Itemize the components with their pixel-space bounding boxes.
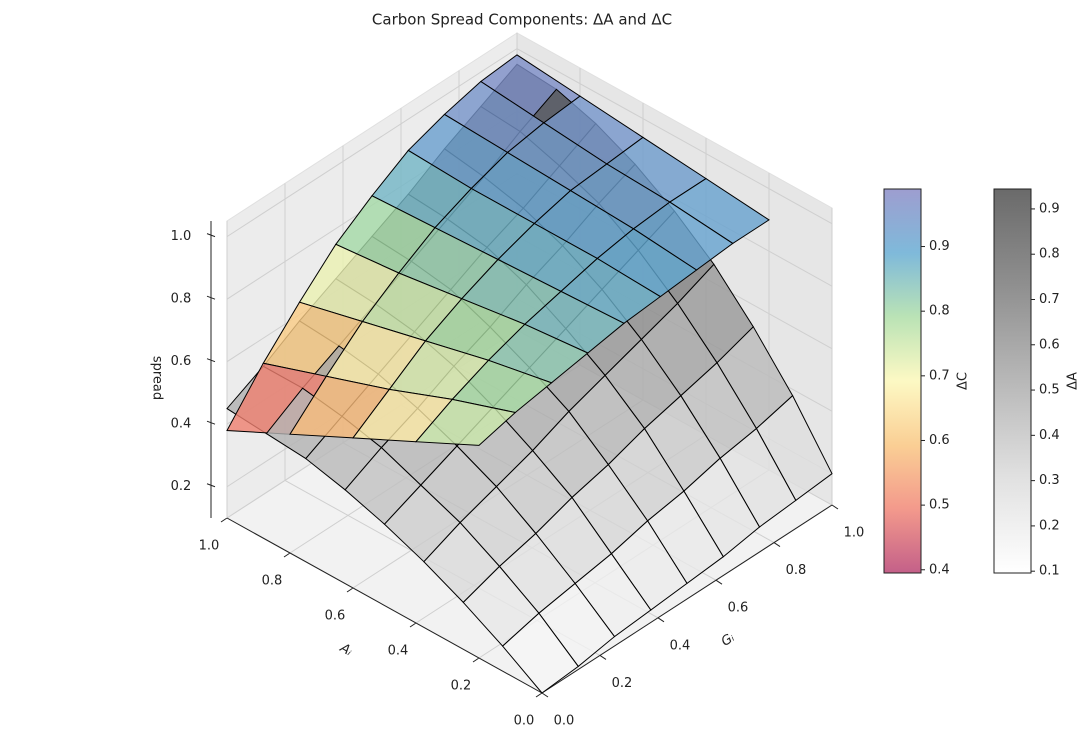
z-tick-label: 0.8: [171, 292, 192, 307]
colorbar-tick-label: 0.9: [1039, 201, 1060, 216]
colorbar-tick-label: 0.8: [929, 304, 950, 319]
y-tick: [773, 542, 781, 548]
axis-line: [226, 517, 543, 694]
colorbar-tick-label: 0.4: [1039, 428, 1060, 443]
y-tick-label: 0.2: [612, 676, 633, 691]
x-axis-label: Aᵢ: [337, 640, 356, 659]
colorbar-tick-label: 0.3: [1039, 473, 1060, 488]
y-tick-label: 1.0: [844, 526, 865, 541]
colorbar-tick-label: 0.6: [1039, 337, 1060, 352]
colorbar-tick-label: 0.2: [1039, 518, 1060, 533]
z-tick-label: 0.6: [171, 354, 192, 369]
y-tick: [831, 504, 839, 510]
colorbar-tick-label: 0.6: [929, 433, 950, 448]
y-tick-label: 0.6: [728, 601, 749, 616]
surface-cell: [414, 398, 517, 446]
grid-line: [226, 48, 518, 238]
x-tick: [220, 517, 228, 523]
axis-line: [541, 504, 833, 694]
z-tick-label: 0.4: [171, 417, 192, 432]
colorbar-tick-label: 0.7: [1039, 292, 1060, 307]
colorbar-tick-label: 0.7: [929, 368, 950, 383]
x-tick: [409, 622, 417, 628]
x-tick: [472, 657, 480, 663]
y-tick: [541, 692, 549, 698]
grid-line: [516, 48, 833, 225]
y-tick-label: 0.0: [554, 714, 575, 729]
z-tick-label: 0.2: [171, 479, 192, 494]
colorbar: [993, 188, 1032, 574]
y-tick: [599, 654, 607, 660]
y-tick-label: 0.8: [786, 563, 807, 578]
y-axis-label: Gᵢ: [719, 630, 738, 650]
y-tick: [657, 617, 665, 623]
chart-title: Carbon Spread Components: ΔA and ΔC: [372, 11, 672, 29]
colorbar: [883, 188, 922, 574]
x-tick: [535, 692, 543, 698]
colorbar-label: ΔC: [956, 372, 971, 390]
colorbar-tick-label: 0.5: [929, 498, 950, 513]
x-tick: [283, 552, 291, 558]
colorbar-tick-label: 0.4: [929, 562, 950, 577]
x-tick-label: 0.4: [388, 644, 409, 659]
x-tick-label: 0.6: [325, 609, 346, 624]
colorbar-tick-label: 0.8: [1039, 247, 1060, 262]
surface-cell: [501, 612, 580, 694]
colorbar-tick-label: 0.9: [929, 239, 950, 254]
y-tick: [715, 579, 723, 585]
x-tick-label: 0.0: [514, 714, 535, 729]
x-tick: [346, 587, 354, 593]
colorbar-label: ΔA: [1066, 372, 1081, 390]
x-tick-label: 0.8: [262, 574, 283, 589]
z-tick-label: 1.0: [171, 229, 192, 244]
colorbar-tick-label: 0.5: [1039, 383, 1060, 398]
colorbar-tick-label: 0.1: [1039, 564, 1060, 579]
x-tick-label: 0.2: [451, 679, 472, 694]
y-tick-label: 0.4: [670, 638, 691, 653]
z-axis-label: spread: [150, 356, 165, 400]
x-tick-label: 1.0: [199, 539, 220, 554]
